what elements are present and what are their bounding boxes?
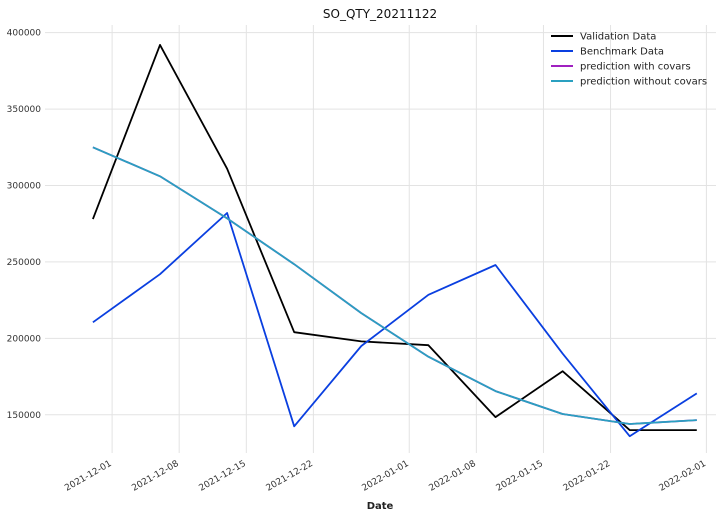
y-tick-label: 400000 bbox=[7, 29, 42, 39]
grid-lines bbox=[45, 25, 716, 453]
legend-label-prediction-with-covars: prediction with covars bbox=[580, 62, 691, 73]
series-line-prediction-without-covars bbox=[92, 146, 697, 425]
legend-label-benchmark-data: Benchmark Data bbox=[580, 47, 664, 58]
legend-label-prediction-without-covars: prediction without covars bbox=[580, 77, 707, 88]
y-axis-ticks: 150000 200000 250000 300000 350000 400000 bbox=[7, 29, 42, 421]
series-line-benchmark-data bbox=[92, 212, 698, 438]
y-tick-label: 200000 bbox=[7, 334, 42, 344]
y-tick-label: 300000 bbox=[7, 182, 42, 192]
series-lines bbox=[92, 44, 698, 438]
legend-label-validation-data: Validation Data bbox=[580, 32, 656, 43]
legend: Validation Data Benchmark Data prediction … bbox=[551, 32, 707, 88]
y-tick-label: 350000 bbox=[7, 105, 42, 115]
y-tick-label: 150000 bbox=[7, 411, 42, 421]
chart-title: SO_QTY_20211122 bbox=[323, 7, 437, 21]
series-line-validation-data bbox=[92, 44, 697, 432]
y-tick-label: 250000 bbox=[7, 258, 42, 268]
x-axis-label: Date bbox=[367, 501, 394, 512]
